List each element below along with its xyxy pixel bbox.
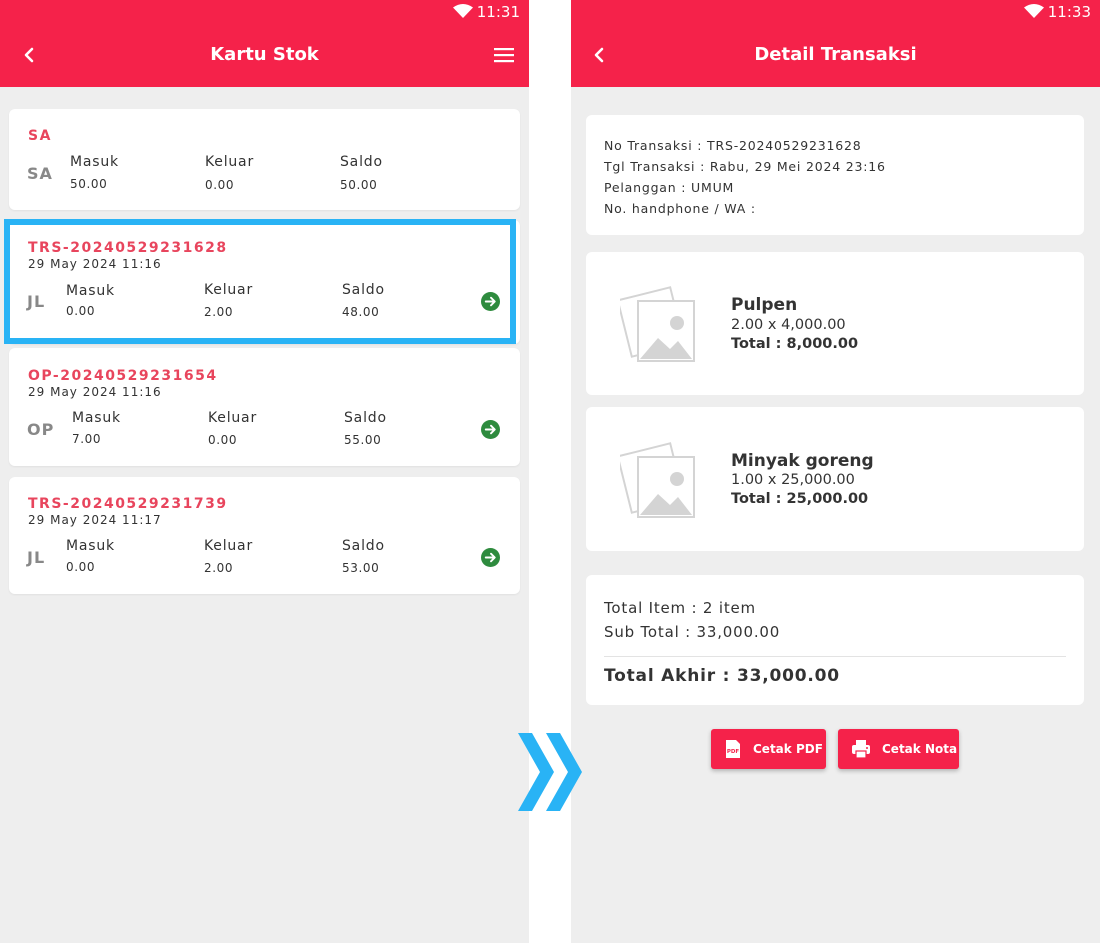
masuk-value: 50.00 [70,177,108,191]
card-code: SA [28,128,52,144]
summary-card: Total Item : 2 item Sub Total : 33,000.0… [586,575,1084,705]
masuk-label: Masuk [66,538,115,554]
pdf-icon-text: PDF [727,749,740,755]
keluar-value: 2.00 [204,305,234,319]
masuk-value: 7.00 [72,432,102,446]
stock-card-op-654[interactable]: OP-20240529231654 29 May 2024 11:16 OP M… [9,348,520,466]
keluar-value: 0.00 [208,433,238,447]
summary-divider [604,656,1066,657]
saldo-value: 50.00 [340,178,378,192]
wifi-icon [453,4,473,18]
item-name: Minyak goreng [731,451,874,471]
item-qty-price: 2.00 x 4,000.00 [731,317,846,333]
card-date: 29 May 2024 11:17 [28,513,162,527]
card-type: JL [27,292,46,311]
pdf-icon: PDF [726,740,740,758]
item-name: Pulpen [731,295,798,315]
sub-total: Sub Total : 33,000.00 [604,623,781,641]
cetak-pdf-button[interactable]: PDF Cetak PDF [711,729,826,769]
card-date: 29 May 2024 11:16 [28,257,162,271]
keluar-label: Keluar [204,282,253,298]
item-card-pulpen: Pulpen 2.00 x 4,000.00 Total : 8,000.00 [586,252,1084,395]
wifi-icon [1024,4,1044,18]
total-item: Total Item : 2 item [604,599,756,617]
cetak-nota-button[interactable]: Cetak Nota [838,729,959,769]
image-placeholder-icon [620,442,695,518]
app-bar: 11:31 Kartu Stok [0,0,529,87]
pelanggan: Pelanggan : UMUM [604,180,735,195]
detail-transaksi-screen: 11:33 Detail Transaksi No Transaksi : TR… [571,0,1100,943]
card-type: JL [27,548,46,567]
masuk-label: Masuk [66,283,115,299]
tgl-transaksi: Tgl Transaksi : Rabu, 29 Mei 2024 23:16 [604,159,886,174]
cetak-nota-label: Cetak Nota [882,742,958,756]
card-code: TRS-20240529231628 [28,240,228,256]
masuk-value: 0.00 [66,560,96,574]
kartu-stok-screen: 11:31 Kartu Stok SA SA Masuk 50.00 Kelua… [0,0,529,943]
arrow-right-circle-icon[interactable] [481,420,500,439]
stock-card-sa: SA SA Masuk 50.00 Keluar 0.00 Saldo 50.0… [9,109,520,210]
saldo-value: 53.00 [342,561,380,575]
page-title: Detail Transaksi [754,44,917,65]
back-icon[interactable] [588,44,610,66]
printer-icon [852,740,870,759]
image-placeholder-icon [620,286,695,362]
total-akhir: Total Akhir : 33,000.00 [604,666,840,686]
arrow-right-circle-icon[interactable] [481,292,500,311]
no-transaksi: No Transaksi : TRS-20240529231628 [604,138,862,153]
page-title: Kartu Stok [210,44,319,65]
transaction-info-card: No Transaksi : TRS-20240529231628 Tgl Tr… [586,115,1084,235]
stock-card-trs-628[interactable]: TRS-20240529231628 29 May 2024 11:16 JL … [9,220,520,344]
double-chevron-icon [518,733,582,811]
masuk-label: Masuk [72,410,121,426]
card-type: OP [27,420,55,439]
saldo-label: Saldo [342,282,385,298]
card-type: SA [27,164,53,183]
item-qty-price: 1.00 x 25,000.00 [731,472,855,488]
card-code: OP-20240529231654 [28,368,218,384]
menu-icon[interactable] [493,46,515,64]
saldo-value: 55.00 [344,433,382,447]
back-icon[interactable] [18,44,40,66]
no-handphone: No. handphone / WA : [604,201,756,216]
keluar-value: 0.00 [205,178,235,192]
arrow-right-circle-icon[interactable] [481,548,500,567]
stock-card-trs-739[interactable]: TRS-20240529231739 29 May 2024 11:17 JL … [9,477,520,594]
saldo-label: Saldo [344,410,387,426]
status-time: 11:31 [476,3,520,21]
saldo-label: Saldo [342,538,385,554]
item-card-minyak-goreng: Minyak goreng 1.00 x 25,000.00 Total : 2… [586,407,1084,551]
keluar-label: Keluar [204,538,253,554]
saldo-label: Saldo [340,154,383,170]
keluar-label: Keluar [208,410,257,426]
keluar-label: Keluar [205,154,254,170]
item-total: Total : 8,000.00 [731,336,859,352]
card-code: TRS-20240529231739 [28,496,228,512]
cetak-pdf-label: Cetak PDF [753,742,823,756]
card-date: 29 May 2024 11:16 [28,385,162,399]
item-total: Total : 25,000.00 [731,491,869,507]
masuk-label: Masuk [70,154,119,170]
saldo-value: 48.00 [342,305,380,319]
status-time: 11:33 [1047,3,1091,21]
app-bar: 11:33 Detail Transaksi [571,0,1100,87]
keluar-value: 2.00 [204,561,234,575]
masuk-value: 0.00 [66,304,96,318]
